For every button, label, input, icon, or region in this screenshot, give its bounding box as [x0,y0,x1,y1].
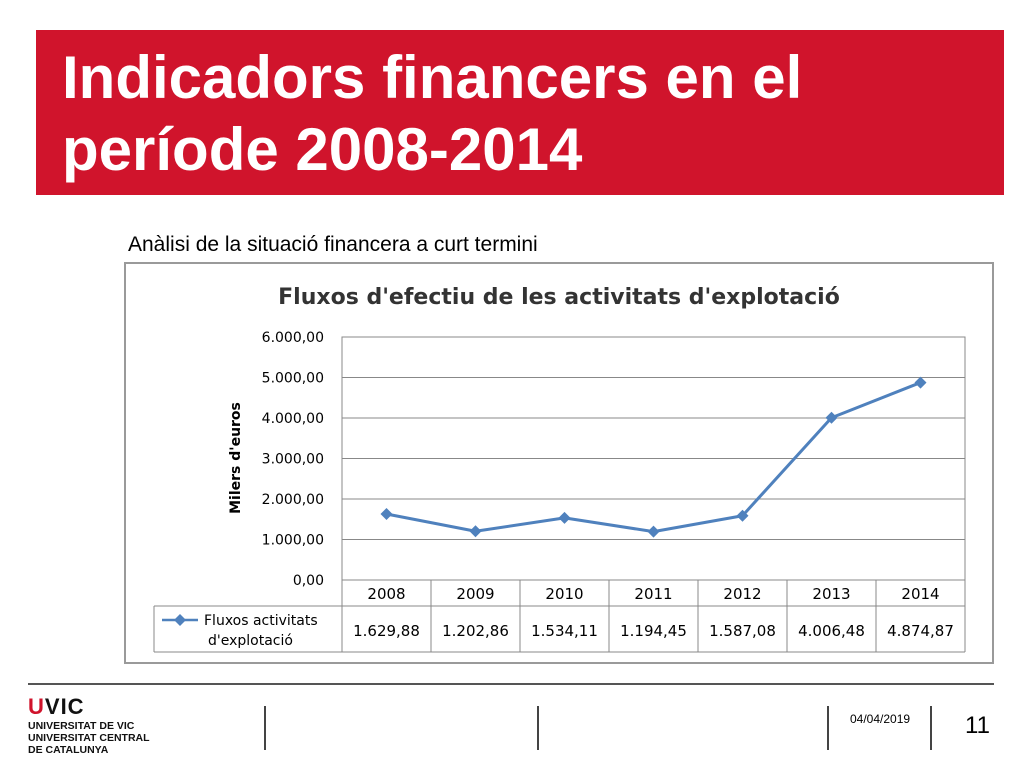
logo-rest: VIC [44,694,85,719]
x-tick-label: 2009 [456,585,494,603]
x-tick-label: 2010 [545,585,583,603]
page-number: 11 [965,712,990,739]
y-tick-label: 5.000,00 [262,371,324,387]
footer-separator [930,706,932,750]
footer-separator [264,706,266,750]
y-tick-label: 0,00 [293,573,324,589]
table-value: 4.874,87 [887,622,954,640]
y-tick-label: 2.000,00 [262,492,324,508]
org-line-3: DE CATALUNYA [28,744,109,756]
logo-mark: UVIC [28,694,150,720]
table-value: 1.587,08 [709,622,776,640]
legend-label: Fluxos activitats [204,613,318,629]
data-point [825,411,838,424]
footer-divider [28,683,994,685]
data-point [469,525,482,538]
chart-frame [124,262,994,664]
logo-u: U [28,694,45,719]
y-tick-label: 4.000,00 [262,411,324,427]
line-chart: Fluxos d'efectiu de les activitats d'exp… [153,285,966,653]
legend-marker [174,614,186,626]
y-tick-label: 3.000,00 [262,452,324,468]
data-point [914,376,927,389]
org-line-2: UNIVERSITAT CENTRAL [28,732,150,744]
table-value: 1.194,45 [620,622,687,640]
table-value: 4.006,48 [798,622,865,640]
y-axis-label: Milers d'euros [228,402,244,514]
x-tick-label: 2008 [367,585,405,603]
y-tick-label: 1.000,00 [262,533,324,549]
slide-subtitle: Anàlisi de la situació financera a curt … [128,233,538,256]
slide-date: 04/04/2019 [850,712,911,726]
data-point [736,509,749,522]
data-point [558,511,571,524]
table-value: 1.534,11 [531,622,598,640]
y-tick-label: 6.000,00 [262,330,324,346]
table-value: 1.629,88 [353,622,420,640]
series-line [386,381,922,534]
footer-separator [827,706,829,750]
x-tick-label: 2014 [901,585,939,603]
table-value: 1.202,86 [442,622,509,640]
university-logo: UVIC UNIVERSITAT DE VIC UNIVERSITAT CENT… [28,694,150,756]
x-tick-label: 2012 [723,585,761,603]
x-tick-label: 2011 [634,585,672,603]
data-point [380,507,393,520]
title-banner: Indicadors financers en el període 2008-… [36,30,1004,195]
footer-separator [537,706,539,750]
chart-title: Fluxos d'efectiu de les activitats d'exp… [278,285,840,310]
org-line-1: UNIVERSITAT DE VIC [28,720,135,732]
data-point [647,525,660,538]
x-tick-label: 2013 [812,585,850,603]
slide-title: Indicadors financers en el període 2008-… [62,44,803,183]
legend-label: d'explotació [208,633,293,649]
